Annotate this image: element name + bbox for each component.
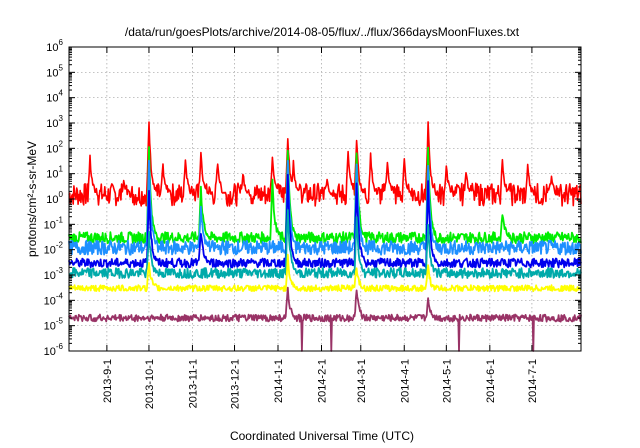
x-tick-label: 2014-6-1 [485,359,497,403]
y-tick-labels: 106 105 104 103 102 101 100 10-1 10-2 10-3 10-4 10-… [44,38,64,358]
y-tick-label: 10-1 [44,215,64,231]
series-line [68,159,582,256]
y-tick-label: 106 [46,38,63,54]
x-tick-label: 2014-4-1 [399,359,411,403]
series-line [68,209,582,279]
y-axis-label: protons/cm²-s-sr-MeV [25,141,39,257]
y-tick-label: 103 [46,114,63,130]
chart-title: /data/run/goesPlots/archive/2014-08-05/f… [125,25,520,39]
y-tick-label: 100 [46,190,63,206]
series-line [68,146,582,245]
y-tick-label: 105 [46,63,63,79]
x-axis-label: Coordinated Universal Time (UTC) [230,429,414,443]
x-tick-label: 2014-2-1 [316,359,328,403]
y-tick-label: 104 [46,89,63,105]
x-tick-label: 2013-10-1 [144,359,156,409]
y-tick-label: 10-2 [44,241,64,257]
x-tick-label: 2014-1-1 [273,359,285,403]
x-tick-label: 2014-3-1 [356,359,368,403]
tick-marks [69,46,581,352]
y-tick-label: 10-3 [44,266,64,282]
series-line [68,121,582,207]
x-tick-label: 2013-11-1 [187,359,199,408]
series-line [68,286,582,352]
x-tick-labels: 2013-9-1 2013-10-1 2013-11-1 2013-12-1 2014-… [102,359,539,409]
y-tick-label: 10-5 [44,317,64,333]
y-tick-label: 101 [46,165,63,181]
series-line [68,173,582,269]
y-tick-label: 102 [46,139,63,155]
x-tick-label: 2013-9-1 [102,359,114,403]
series-layer [68,121,582,352]
y-tick-label: 10-4 [44,291,64,307]
x-tick-label: 2014-7-1 [527,359,539,403]
series-line [68,253,582,293]
x-tick-label: 2014-5-1 [441,359,453,403]
y-tick-label: 10-6 [44,342,64,358]
x-tick-label: 2013-12-1 [230,359,242,409]
